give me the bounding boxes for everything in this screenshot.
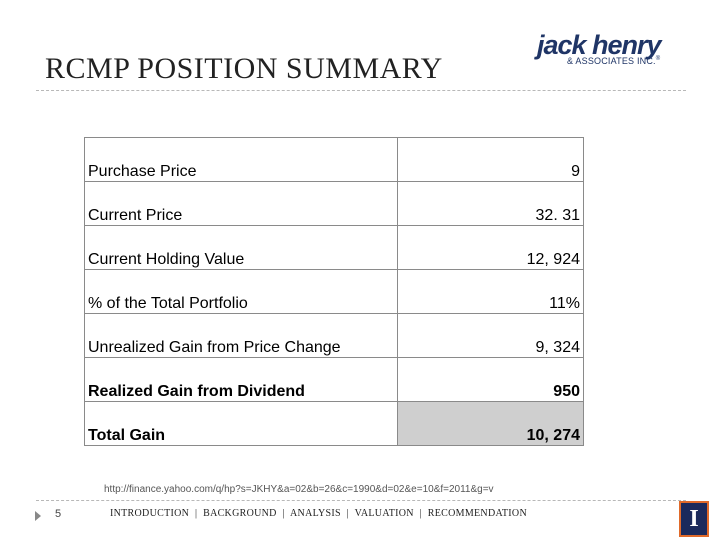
university-illinois-logo: I <box>679 501 709 537</box>
registered-mark: ® <box>655 56 661 62</box>
nav-item-recommendation[interactable]: RECOMMENDATION <box>427 508 527 519</box>
row-label: Realized Gain from Dividend <box>84 357 398 402</box>
table-row: Realized Gain from Dividend 950 <box>84 357 585 402</box>
row-label: Purchase Price <box>84 137 398 182</box>
row-label: Total Gain <box>84 401 398 446</box>
table-row: Purchase Price 9 <box>84 137 585 182</box>
slide-title: RCMP POSITION SUMMARY <box>45 52 443 85</box>
table-row: % of the Total Portfolio 11% <box>84 269 585 314</box>
source-link[interactable]: http://finance.yahoo.com/q/hp?s=JKHY&a=0… <box>104 484 494 495</box>
nav-separator: | <box>282 508 285 519</box>
logo-wordmark: jack henry <box>537 30 662 60</box>
nav-item-valuation[interactable]: VALUATION <box>354 508 414 519</box>
logo-subtitle-text: & ASSOCIATES INC. <box>567 56 656 66</box>
table-row: Total Gain 10, 274 <box>84 401 585 446</box>
row-value: 950 <box>396 357 585 402</box>
row-label: Unrealized Gain from Price Change <box>84 313 398 358</box>
section-nav: INTRODUCTION | BACKGROUND | ANALYSIS | V… <box>110 508 527 519</box>
row-label: % of the Total Portfolio <box>84 269 398 314</box>
nav-separator: | <box>419 508 422 519</box>
jack-henry-logo: jack henry & ASSOCIATES INC.® <box>537 30 687 72</box>
row-value: 12, 924 <box>396 225 585 270</box>
nav-item-background[interactable]: BACKGROUND <box>203 508 277 519</box>
logo-subtitle: & ASSOCIATES INC.® <box>567 56 660 66</box>
row-label: Current Holding Value <box>84 225 398 270</box>
table-row: Unrealized Gain from Price Change 9, 324 <box>84 313 585 358</box>
row-value: 9, 324 <box>396 313 585 358</box>
position-summary-table: Purchase Price 9 Current Price 32. 31 Curren… <box>84 137 585 446</box>
nav-separator: | <box>194 508 198 519</box>
table-row: Current Holding Value 12, 924 <box>84 225 585 270</box>
nav-item-introduction[interactable]: INTRODUCTION <box>110 508 190 519</box>
nav-separator: | <box>346 508 350 519</box>
row-value: 11% <box>396 269 585 314</box>
row-label: Current Price <box>84 181 398 226</box>
row-value: 9 <box>396 137 585 182</box>
nav-item-analysis[interactable]: ANALYSIS <box>290 508 341 519</box>
title-divider <box>36 90 686 91</box>
row-value: 32. 31 <box>396 181 585 226</box>
position-summary-body: Purchase Price 9 Current Price 32. 31 Curren… <box>84 137 585 446</box>
table-row: Current Price 32. 31 <box>84 181 585 226</box>
page-number: 5 <box>55 508 62 520</box>
bullet-arrow-icon <box>35 511 41 521</box>
row-value: 10, 274 <box>396 401 585 446</box>
footer-divider <box>36 500 686 501</box>
